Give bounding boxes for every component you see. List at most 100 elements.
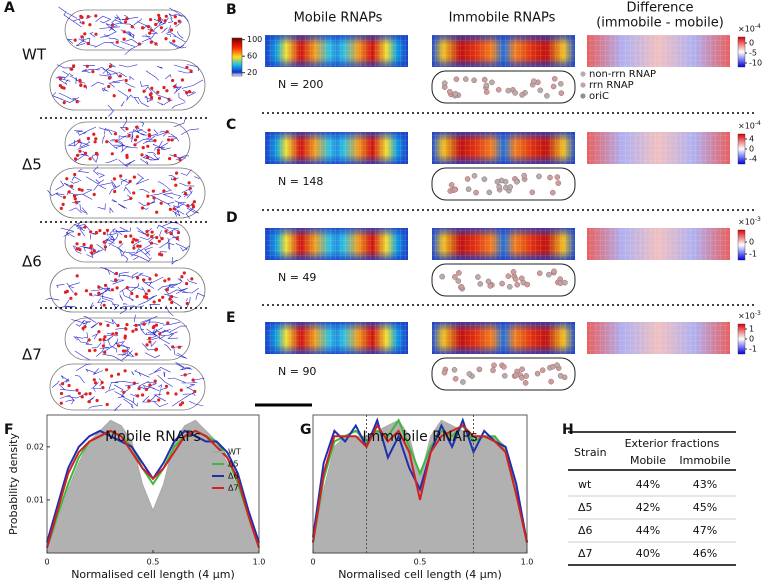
diff-colorbar-label: 0: [749, 39, 754, 48]
rnap-cluster: [154, 22, 158, 27]
rnap-cluster: [166, 321, 170, 325]
rnap-cluster: [146, 155, 150, 160]
rnap-cluster: [83, 84, 87, 88]
table-cell: wt: [578, 478, 592, 491]
heatmap-grid: [265, 35, 408, 67]
legend-label: Δ7: [228, 484, 239, 493]
rnap-cluster: [155, 235, 159, 240]
rnap-cluster: [157, 13, 161, 17]
rnap-cluster: [70, 184, 74, 188]
rnap-cluster: [100, 380, 104, 385]
rnap-cluster: [136, 394, 140, 398]
x-axis-label: Normalised cell length (4 μm): [338, 568, 502, 581]
rnap-cluster: [148, 336, 152, 340]
colorbar-label: 100: [247, 35, 262, 44]
rnap-cluster: [156, 148, 160, 152]
x-tick-label: 1.0: [521, 558, 534, 567]
rnap-cluster: [101, 344, 105, 348]
rnap-cluster: [163, 279, 167, 283]
rnap-cluster: [150, 95, 154, 100]
rnap-cluster: [140, 153, 144, 157]
rnap-cluster: [94, 381, 98, 385]
rnap-cluster: [146, 233, 150, 237]
rnap-cluster: [97, 285, 101, 289]
line: [312, 423, 528, 543]
diff-colorbar: [737, 36, 746, 68]
rnap-dot: [452, 90, 459, 97]
rnap-cluster: [73, 38, 77, 42]
rnap-cluster: [111, 332, 115, 336]
rnap-cluster: [152, 196, 156, 200]
rnap-cluster: [92, 378, 96, 382]
rnap-cluster: [177, 19, 181, 23]
rnap-cluster: [94, 230, 98, 235]
rnap-cluster: [116, 372, 121, 376]
rnap-dot: [549, 363, 556, 370]
rnap-dot: [452, 274, 458, 280]
chromosome-trace: [52, 63, 204, 117]
rnap-cluster: [148, 277, 152, 281]
rnap-dot: [462, 76, 469, 82]
rnap-cluster: [172, 207, 176, 211]
scale-multiplier: ×10-3: [738, 310, 761, 321]
rnap-cluster: [170, 138, 174, 142]
table-cell: Δ6: [578, 524, 593, 537]
rnap-cluster: [189, 69, 193, 73]
rnap-cluster: [180, 401, 185, 405]
rnap-dot: [452, 375, 459, 382]
table-header: Immobile: [679, 454, 730, 467]
rnap-cluster: [141, 146, 145, 150]
rnap-cluster: [102, 231, 106, 235]
rnap-cluster: [134, 327, 138, 332]
rnap-cluster: [158, 332, 162, 336]
rnap-cluster: [88, 157, 92, 161]
panel-label: F: [4, 422, 14, 438]
diff-colorbar-label: 0: [749, 145, 754, 154]
y-axis-label: Probability density: [7, 433, 20, 535]
rnap-cluster: [163, 19, 167, 23]
rnap-cluster: [132, 175, 136, 179]
area: [46, 419, 260, 554]
rnap-dot: [471, 77, 477, 84]
rnap-cluster: [93, 348, 97, 352]
rnap-cluster: [59, 401, 63, 405]
rnap-cluster: [75, 388, 79, 392]
rnap-cluster: [146, 144, 150, 148]
rnap-cluster: [87, 338, 91, 342]
rnap-cluster: [148, 31, 152, 35]
rnap-cluster: [137, 387, 141, 391]
rnap-cluster: [81, 326, 85, 330]
rnap-cluster: [125, 127, 129, 131]
legend-label: oriC: [589, 91, 609, 102]
rnap-cluster: [173, 153, 177, 158]
rnap-dot: [453, 76, 460, 82]
heatmap-grid: [432, 132, 575, 164]
rnap-dot: [519, 275, 525, 282]
rnap-cluster: [80, 35, 84, 39]
rnap-cluster: [124, 234, 128, 238]
rnap-cluster: [167, 277, 171, 281]
rnap-cluster: [114, 331, 118, 335]
scale-exponent: -3: [755, 216, 761, 223]
rnap-cluster: [67, 190, 71, 194]
rnap-cluster: [148, 340, 152, 344]
rnap-cluster: [136, 276, 140, 280]
rnap-cluster: [178, 158, 182, 162]
rnap-cluster: [157, 398, 161, 402]
rnap-cluster: [115, 286, 119, 290]
diff-colorbar: [737, 229, 746, 261]
rnap-cluster: [147, 289, 151, 293]
scale-multiplier: ×10-4: [738, 120, 761, 131]
rnap-cluster: [99, 322, 103, 326]
rnap-dot: [466, 371, 473, 377]
sample-size: N = 200: [278, 78, 323, 91]
rnap-dot: [505, 273, 512, 279]
rnap-dot: [477, 281, 484, 287]
rnap-dot: [464, 176, 471, 182]
rnap-cluster: [90, 251, 94, 255]
rnap-cluster: [107, 84, 111, 89]
rnap-cluster: [75, 274, 79, 278]
cell-outline: [49, 267, 206, 313]
rnap-cluster: [114, 271, 119, 276]
rnap-dot: [455, 278, 462, 284]
